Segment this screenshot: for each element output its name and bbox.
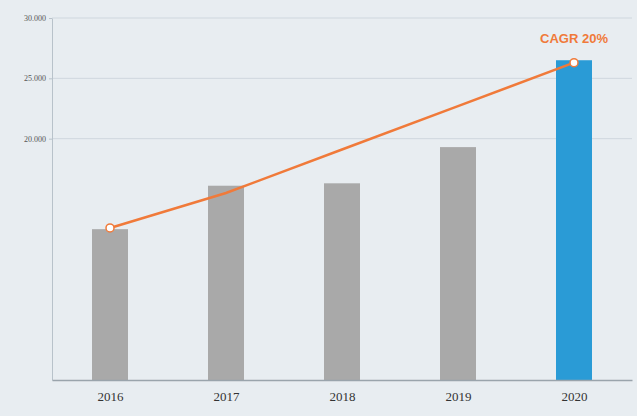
x-tick: 2019 [446, 380, 472, 404]
x-tick-label: 2016 [98, 389, 125, 404]
y-tick-label: 20.000 [24, 135, 46, 144]
y-tick-label: 25.000 [24, 74, 46, 83]
x-tick-label: 2018 [330, 389, 356, 404]
line [110, 63, 574, 228]
x-tick: 2020 [562, 380, 588, 404]
grid-line [52, 78, 632, 79]
y-tick: 25.000 [24, 74, 52, 83]
line-marker [570, 59, 578, 67]
grid-line [52, 18, 632, 19]
y-axis-line [52, 19, 53, 381]
bar [324, 183, 360, 380]
background [0, 0, 637, 416]
line-marker [106, 224, 114, 232]
y-tick-mark [49, 78, 52, 79]
bar [556, 60, 592, 380]
y-tick: 30.000 [24, 14, 52, 23]
y-tick-mark [49, 18, 52, 19]
y-tick: 20.000 [24, 135, 52, 144]
x-tick: 2017 [214, 380, 241, 404]
x-tick-label: 2020 [562, 389, 588, 404]
grid [52, 18, 632, 139]
bar [208, 186, 244, 380]
y-axis: 20.000 25.000 30.000 [24, 14, 53, 380]
annotation: CAGR 20% [540, 31, 608, 46]
x-tick-label: 2017 [214, 389, 241, 404]
x-tick: 2018 [330, 380, 356, 404]
chart: 20.000 25.000 30.000 2016 2017 2018 2019 2020 CA… [0, 0, 637, 416]
y-tick-label: 30.000 [24, 14, 46, 23]
x-axis: 2016 2017 2018 2019 2020 [53, 380, 633, 404]
x-tick-label: 2019 [446, 389, 472, 404]
x-tick: 2016 [98, 380, 125, 404]
bar [92, 229, 128, 380]
y-tick-mark [49, 139, 52, 140]
bar [440, 147, 476, 380]
x-axis-line [53, 380, 633, 382]
plot-area [92, 59, 592, 380]
grid-line [52, 138, 632, 139]
